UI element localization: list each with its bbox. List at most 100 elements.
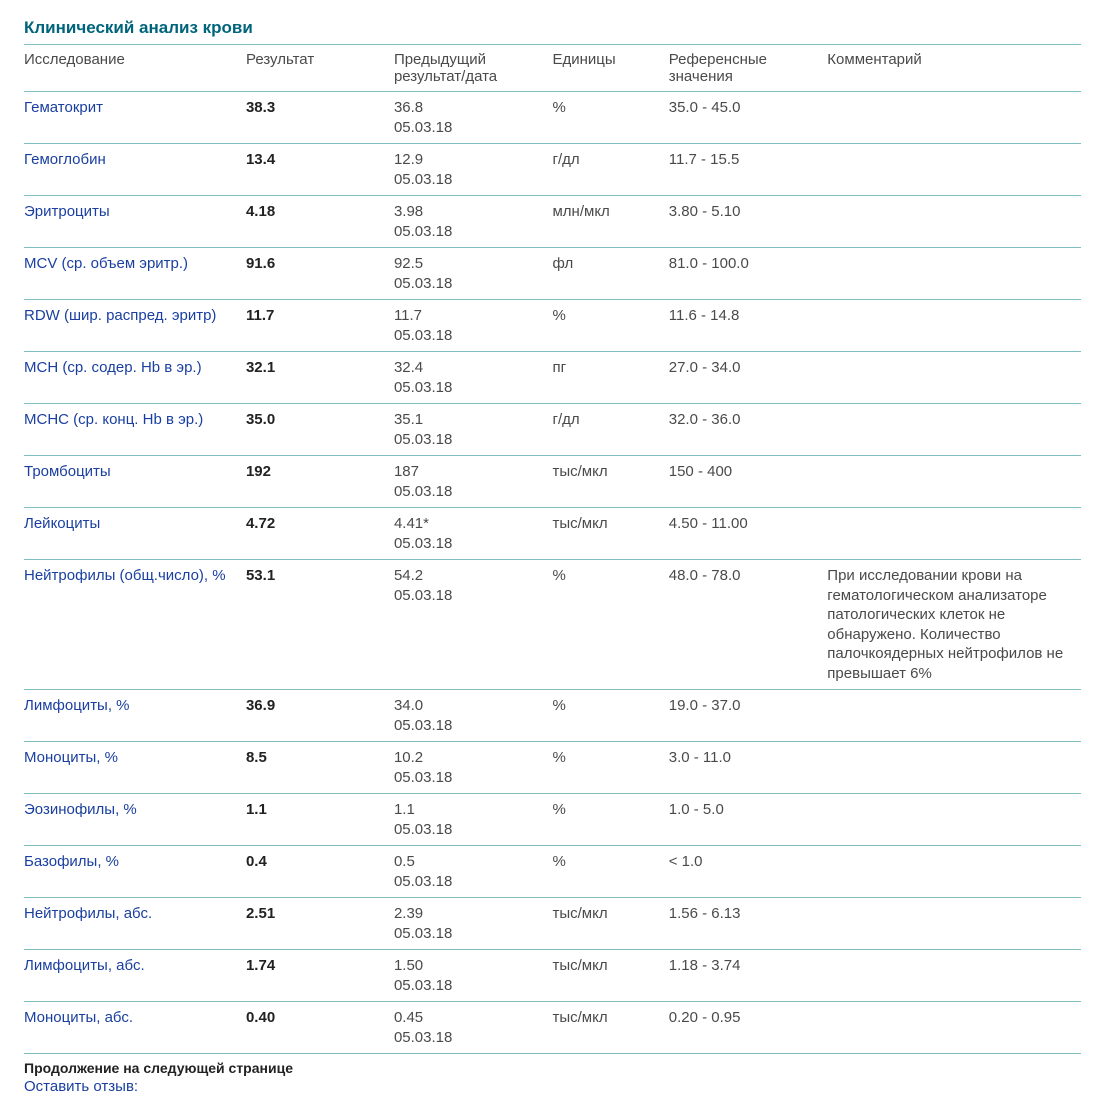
prev-value: 12.9 [394,151,423,168]
table-header-row: Исследование Результат Предыдущий резуль… [24,45,1081,92]
cell-reference: 3.80 - 5.10 [669,196,828,248]
cell-result: 1.1 [246,794,394,846]
prev-value: 34.0 [394,697,423,714]
cell-reference: 48.0 - 78.0 [669,560,828,690]
cell-reference: 11.7 - 15.5 [669,144,828,196]
cell-reference: < 1.0 [669,846,828,898]
cell-test-name: Моноциты, абс. [24,1002,246,1054]
prev-value: 0.5 [394,853,415,870]
cell-previous: 1.5005.03.18 [394,950,553,1002]
col-header-name: Исследование [24,45,246,92]
prev-value: 54.2 [394,567,423,584]
table-row: Тромбоциты19218705.03.18тыс/мкл150 - 400 [24,456,1081,508]
table-row: Моноциты, %8.510.205.03.18%3.0 - 11.0 [24,742,1081,794]
cell-reference: 1.18 - 3.74 [669,950,828,1002]
cell-reference: 81.0 - 100.0 [669,248,828,300]
prev-value: 4.41* [394,515,429,532]
cell-unit: тыс/мкл [552,898,668,950]
prev-value: 1.1 [394,801,415,818]
cell-reference: 1.0 - 5.0 [669,794,828,846]
cell-reference: 19.0 - 37.0 [669,690,828,742]
cell-result: 36.9 [246,690,394,742]
cell-unit: % [552,560,668,690]
cell-comment [827,248,1081,300]
prev-date: 05.03.18 [394,483,452,500]
cell-comment [827,456,1081,508]
prev-date: 05.03.18 [394,327,452,344]
cell-reference: 150 - 400 [669,456,828,508]
cell-test-name: Лейкоциты [24,508,246,560]
cell-comment [827,144,1081,196]
cell-comment [827,196,1081,248]
cell-reference: 35.0 - 45.0 [669,92,828,144]
cell-result: 53.1 [246,560,394,690]
cell-reference: 11.6 - 14.8 [669,300,828,352]
table-row: Гематокрит38.336.805.03.18%35.0 - 45.0 [24,92,1081,144]
prev-date: 05.03.18 [394,379,452,396]
cell-previous: 34.0 05.03.18 [394,690,553,742]
col-header-result: Результат [246,45,394,92]
cell-test-name: Лимфоциты, абс. [24,950,246,1002]
prev-value: 92.5 [394,255,423,272]
cell-test-name: Эозинофилы, % [24,794,246,846]
table-row: MCV (ср. объем эритр.)91.692.505.03.18фл… [24,248,1081,300]
prev-date: 05.03.18 [394,119,452,136]
col-header-unit: Единицы [552,45,668,92]
cell-result: 0.4 [246,846,394,898]
cell-comment [827,1002,1081,1054]
cell-result: 192 [246,456,394,508]
cell-previous: 0.505.03.18 [394,846,553,898]
prev-date: 05.03.18 [394,171,452,188]
prev-date: 05.03.18 [394,769,452,786]
cell-test-name: Базофилы, % [24,846,246,898]
cell-comment [827,898,1081,950]
footer-feedback-link[interactable]: Оставить отзыв: [24,1078,1081,1095]
cell-result: 35.0 [246,404,394,456]
cell-reference: 32.0 - 36.0 [669,404,828,456]
cell-reference: 1.56 - 6.13 [669,898,828,950]
cell-comment [827,950,1081,1002]
cell-previous: 10.205.03.18 [394,742,553,794]
cell-comment [827,92,1081,144]
prev-value: 2.39 [394,905,423,922]
cell-result: 4.72 [246,508,394,560]
prev-value: 0.45 [394,1009,423,1026]
cell-comment [827,846,1081,898]
prev-date: 05.03.18 [394,977,452,994]
prev-date: 05.03.18 [394,275,452,292]
prev-date: 05.03.18 [394,223,452,240]
cell-unit: пг [552,352,668,404]
cell-previous: 2.3905.03.18 [394,898,553,950]
cell-result: 13.4 [246,144,394,196]
cell-result: 4.18 [246,196,394,248]
cell-test-name: Тромбоциты [24,456,246,508]
cell-comment [827,300,1081,352]
cell-comment: При исследовании крови на гематологическ… [827,560,1081,690]
cell-test-name: MCHC (ср. конц. Hb в эр.) [24,404,246,456]
cell-test-name: MCH (ср. содер. Hb в эр.) [24,352,246,404]
prev-date: 05.03.18 [394,717,452,734]
cell-test-name: Нейтрофилы (общ.число), % [24,560,246,690]
cell-unit: % [552,690,668,742]
table-row: Моноциты, абс.0.400.4505.03.18тыс/мкл0.2… [24,1002,1081,1054]
cell-test-name: Нейтрофилы, абс. [24,898,246,950]
cell-previous: 3.9805.03.18 [394,196,553,248]
table-row: MCH (ср. содер. Hb в эр.)32.132.405.03.1… [24,352,1081,404]
cell-previous: 0.4505.03.18 [394,1002,553,1054]
footer-continued: Продолжение на следующей странице [24,1060,1081,1076]
cell-previous: 35.105.03.18 [394,404,553,456]
cell-unit: тыс/мкл [552,950,668,1002]
cell-unit: г/дл [552,404,668,456]
cell-test-name: Гематокрит [24,92,246,144]
prev-date: 05.03.18 [394,535,452,552]
table-row: Эозинофилы, %1.11.105.03.18%1.0 - 5.0 [24,794,1081,846]
col-header-prev: Предыдущий результат/дата [394,45,553,92]
cell-previous: 11.705.03.18 [394,300,553,352]
cell-previous: 36.805.03.18 [394,92,553,144]
cell-comment [827,742,1081,794]
prev-date: 05.03.18 [394,821,452,838]
cell-comment [827,352,1081,404]
cell-previous: 54.205.03.18 [394,560,553,690]
cell-unit: г/дл [552,144,668,196]
cell-result: 32.1 [246,352,394,404]
